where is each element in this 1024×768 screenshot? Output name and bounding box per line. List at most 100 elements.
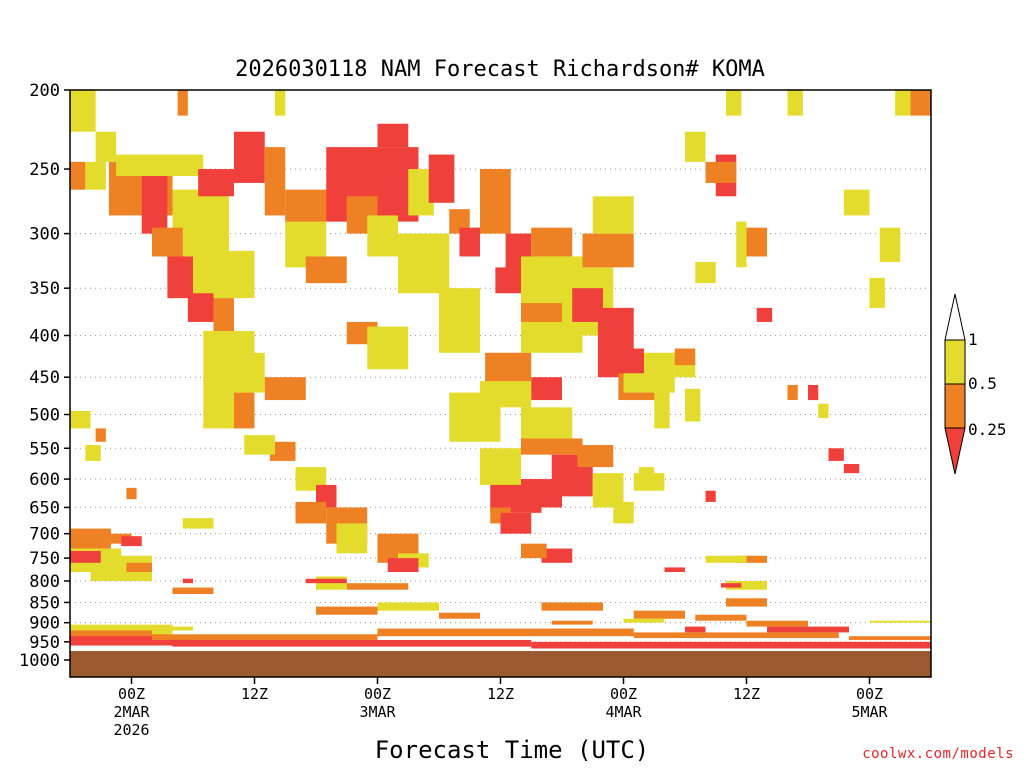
ri-region: [879, 227, 901, 262]
y-tick-label: 300: [29, 225, 60, 245]
ri-region: [720, 583, 742, 588]
ri-region: [70, 624, 173, 637]
ri-region: [808, 384, 819, 401]
y-tick-label: 1000: [19, 651, 60, 671]
ri-region: [633, 610, 685, 619]
y-axis: 200 250 300 350 400 450 500 550 600 650 700 750 8008…: [19, 81, 70, 671]
ri-region: [377, 123, 409, 148]
ri-region: [377, 602, 439, 611]
ri-region: [70, 90, 96, 132]
ri-region: [895, 90, 911, 116]
colorbar-label-1: 1: [968, 330, 978, 349]
ri-region: [828, 448, 844, 461]
ri-region: [582, 233, 634, 268]
ri-region: [275, 90, 286, 116]
colorbar-top-triangle: [944, 293, 966, 341]
ri-region: [843, 189, 870, 216]
ri-region: [439, 288, 480, 353]
ri-region: [305, 578, 347, 584]
colorbar-legend: 1 0.5 0.25: [944, 293, 1007, 475]
x-tick-label: 00Z: [118, 685, 145, 703]
y-tick-label: 250: [29, 160, 60, 180]
ri-region: [736, 221, 747, 268]
ri-region: [295, 467, 327, 491]
ri-region: [70, 630, 152, 640]
ri-region: [521, 543, 547, 559]
colorbar-label-0-5: 0.5: [968, 374, 997, 393]
surface-ground: [70, 651, 931, 677]
y-tick-label: 200: [29, 81, 60, 101]
ri-region: [531, 227, 573, 257]
ri-region: [705, 490, 716, 502]
ri-region: [121, 536, 142, 547]
ri-region: [695, 261, 716, 284]
ri-region: [116, 154, 204, 177]
x-tick-label: 4MAR: [605, 703, 642, 721]
ri-region: [551, 620, 593, 625]
ri-region: [592, 473, 624, 508]
ri-region: [818, 403, 829, 419]
ri-region: [787, 384, 798, 401]
ri-region: [521, 438, 583, 455]
x-tick-label: 2026: [113, 721, 149, 739]
y-tick-label: 900: [29, 614, 60, 634]
ri-region: [398, 233, 450, 294]
y-tick-label: 600: [29, 470, 60, 490]
ri-region: [531, 641, 931, 649]
ri-region: [618, 348, 644, 374]
ri-region: [428, 154, 455, 203]
ri-region: [756, 307, 773, 322]
ri-region: [664, 567, 685, 573]
x-tick-label: 12Z: [487, 685, 514, 703]
x-tick-label: 5MAR: [851, 703, 888, 721]
ri-region: [70, 636, 193, 646]
ri-region: [234, 352, 265, 393]
chart-title: 2026030118 NAM Forecast Richardson# KOMA: [235, 57, 765, 82]
ri-region: [198, 169, 234, 197]
ri-region: [480, 448, 521, 485]
ri-region: [480, 169, 511, 234]
ri-region: [141, 176, 168, 234]
ri-region: [638, 467, 655, 480]
ri-region: [695, 614, 747, 621]
ri-region: [377, 628, 634, 637]
ri-region: [613, 501, 634, 524]
x-tick-label: 00Z: [856, 685, 883, 703]
ri-region: [70, 410, 91, 429]
y-tick-label: 350: [29, 279, 60, 299]
ri-region: [264, 147, 286, 216]
ri-region: [531, 377, 562, 401]
y-tick-label: 950: [29, 633, 60, 653]
ri-region: [70, 161, 86, 190]
y-tick-label: 800: [29, 572, 60, 592]
ri-region: [167, 256, 193, 299]
x-tick-label: 00Z: [610, 685, 637, 703]
y-tick-label: 550: [29, 439, 60, 459]
ri-region: [95, 428, 106, 442]
ri-region: [70, 550, 101, 563]
ri-region: [264, 377, 306, 401]
ri-region: [126, 487, 137, 500]
ri-region: [367, 326, 409, 370]
ri-region: [623, 618, 665, 623]
ri-region: [152, 634, 378, 640]
ri-region: [182, 578, 193, 584]
ri-region: [269, 441, 296, 461]
y-tick-label: 750: [29, 549, 60, 569]
ri-region: [387, 558, 419, 573]
ri-region: [459, 227, 480, 257]
ri-region: [172, 626, 193, 631]
plot-area: [69, 89, 932, 678]
ri-region: [726, 598, 767, 607]
ri-region: [843, 464, 860, 474]
ri-region: [746, 227, 767, 257]
ri-region: [316, 606, 378, 615]
ri-region: [521, 479, 562, 508]
ri-region: [152, 227, 183, 257]
ri-region: [234, 392, 255, 429]
ri-region: [726, 90, 742, 116]
ri-region: [85, 445, 101, 461]
ri-region: [521, 303, 562, 322]
ri-region: [213, 298, 234, 336]
ri-region: [177, 90, 188, 116]
